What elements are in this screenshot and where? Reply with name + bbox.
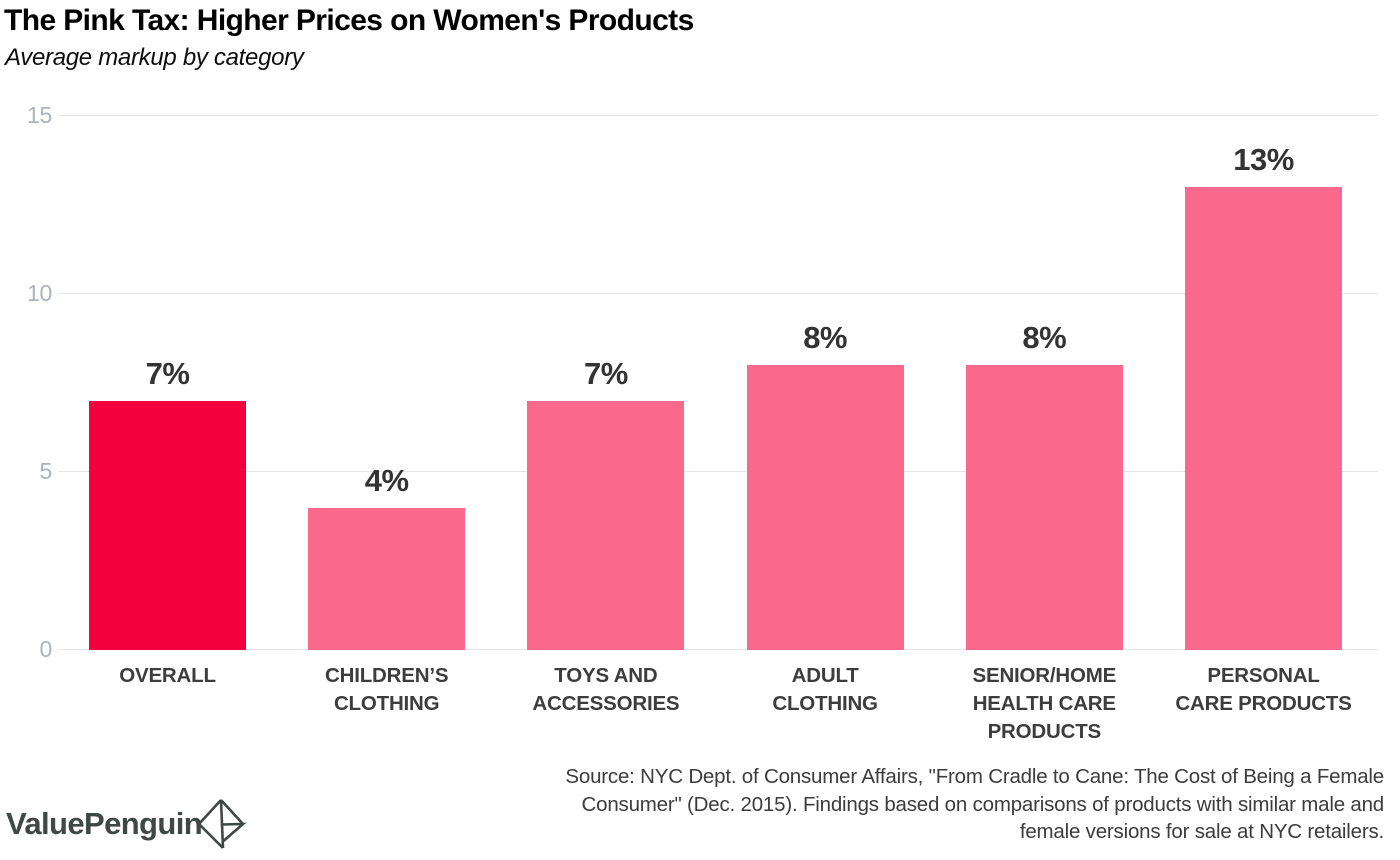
y-tick-label-0: 0	[39, 636, 53, 662]
bar-senior-home-health-care-products	[965, 365, 1123, 650]
y-tick-label-10: 10	[27, 280, 52, 306]
chart-title: The Pink Tax: Higher Prices on Women's P…	[4, 4, 694, 37]
x-axis-label-adult-clothing: ADULT CLOTHING	[772, 664, 878, 715]
x-axis-label-overall: OVERALL	[119, 664, 216, 687]
x-axis-label-children-s-clothing: CHILDREN’S CLOTHING	[325, 664, 449, 715]
gridline-5	[58, 471, 1378, 472]
x-axis-label-senior-home-health-care-products: SENIOR/HOME HEALTH CARE PRODUCTS	[972, 664, 1117, 743]
bar-children-s-clothing	[308, 507, 466, 650]
gridline-15	[58, 115, 1378, 116]
bar-value-label-toys-and-accessories: 7%	[583, 355, 628, 391]
brand-wordmark: ValuePenguin	[6, 806, 203, 841]
bar-value-label-adult-clothing: 8%	[803, 320, 847, 356]
gridline-10	[58, 293, 1378, 294]
bar-adult-clothing	[746, 365, 904, 650]
y-tick-label-5: 5	[39, 458, 53, 484]
y-tick-label-15: 15	[27, 102, 52, 128]
x-axis-label-personal-care-products: PERSONAL CARE PRODUCTS	[1175, 664, 1352, 715]
bar-overall	[89, 400, 246, 650]
bar-personal-care-products	[1185, 187, 1342, 650]
source-note: Source: NYC Dept. of Consumer Affairs, "…	[565, 765, 1384, 843]
chart-subtitle: Average markup by category	[5, 44, 304, 71]
valuepenguin-diamond-icon	[194, 796, 248, 857]
x-axis-label-toys-and-accessories: TOYS AND ACCESSORIES	[532, 664, 680, 715]
bar-value-label-personal-care-products: 13%	[1233, 142, 1294, 178]
bar-toys-and-accessories	[527, 400, 685, 650]
bar-value-label-overall: 7%	[145, 355, 190, 391]
gridline-0	[58, 649, 1378, 650]
bar-value-label-senior-home-health-care-products: 8%	[1022, 320, 1067, 356]
bar-value-label-children-s-clothing: 4%	[364, 462, 409, 498]
